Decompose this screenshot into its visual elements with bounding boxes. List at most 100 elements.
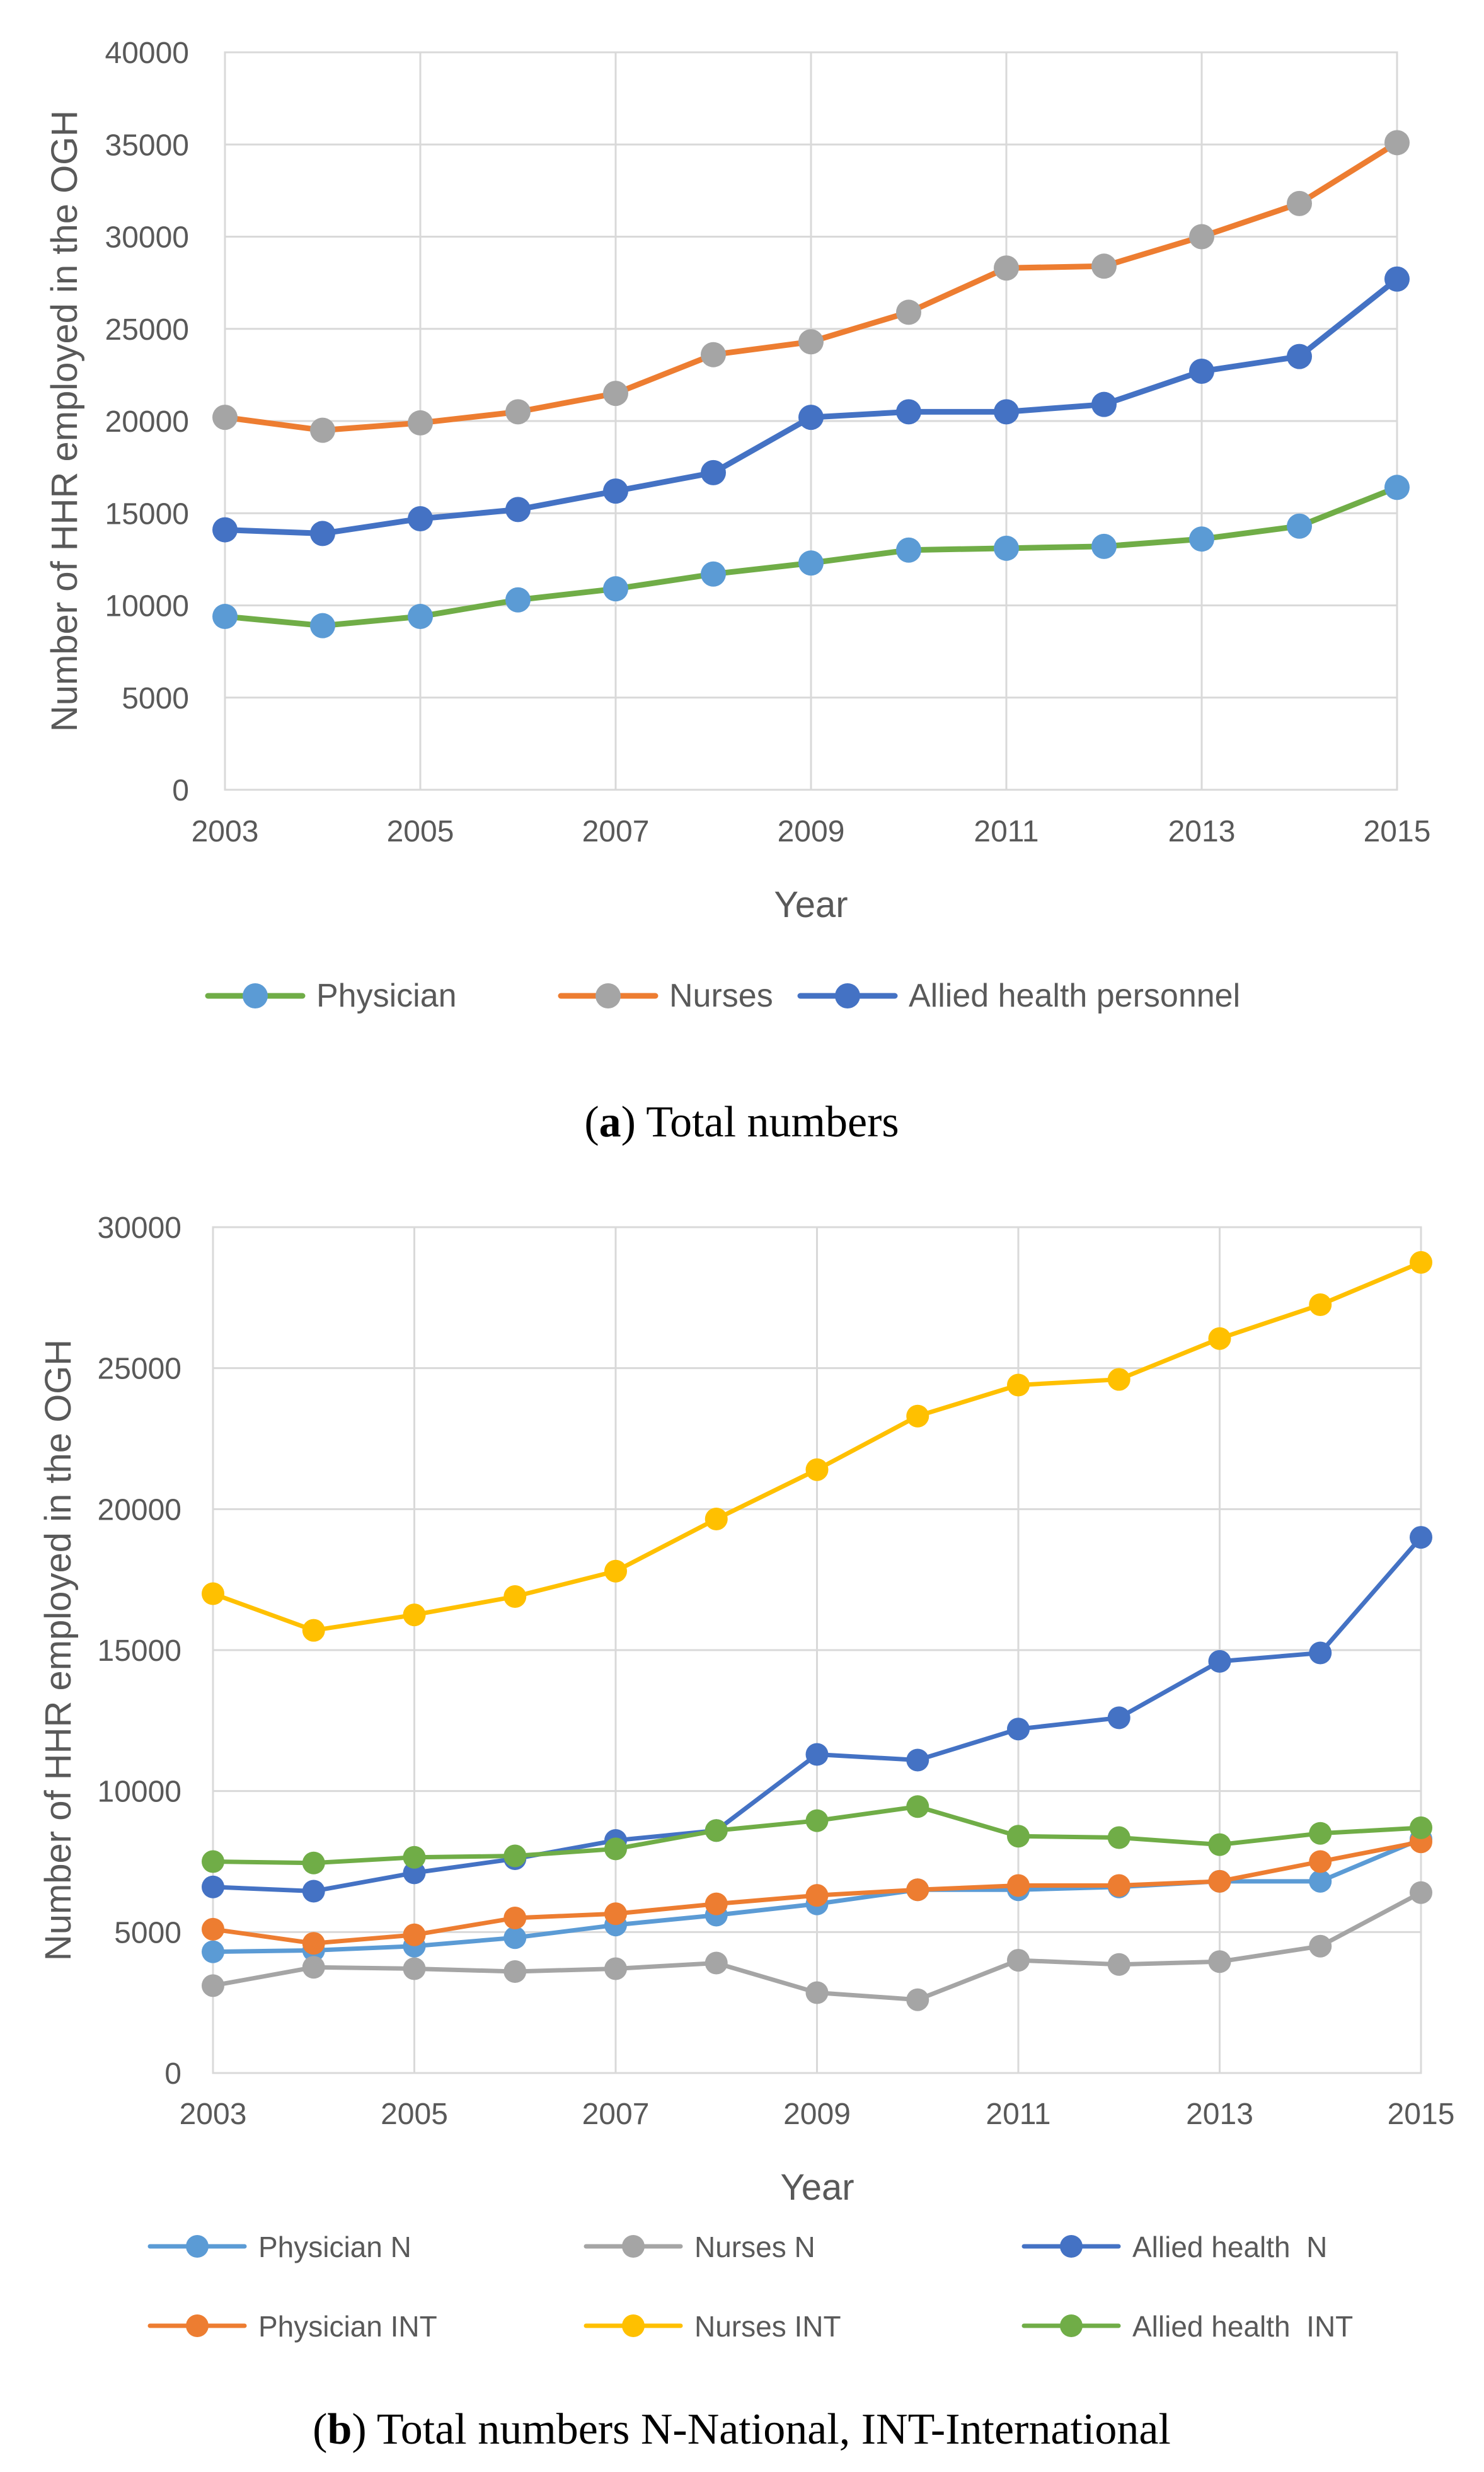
- data-point-nurses: [994, 255, 1019, 281]
- chart-b-y-tick-label: 10000: [98, 1776, 181, 1809]
- data-point-allied-health-personnel: [896, 399, 921, 425]
- chart-b-x-axis-title: Year: [780, 2167, 854, 2208]
- data-point-physician: [701, 561, 726, 587]
- data-point-allied-health-personnel: [212, 517, 238, 543]
- chart-a-y-axis-title: Number of HHR employed in the OGH: [44, 110, 85, 732]
- data-point-nurses: [603, 381, 628, 407]
- data-point-nurses-n: [805, 1981, 829, 2004]
- data-point-allied-health-int: [805, 1809, 829, 1832]
- data-point-nurses-int: [906, 1404, 929, 1428]
- data-point-allied-health-n: [1007, 1718, 1030, 1741]
- data-point-allied-health-int: [1107, 1826, 1130, 1849]
- chart-a-y-tick-label: 25000: [105, 313, 189, 347]
- data-point-nurses-n: [403, 1957, 426, 1980]
- legend-marker: [622, 2314, 645, 2337]
- chart-b-y-tick-label: 0: [164, 2057, 181, 2091]
- data-point-allied-health-n: [1309, 1641, 1332, 1665]
- legend-item-physician: Physician: [205, 978, 457, 1014]
- legend-marker: [1060, 2314, 1083, 2337]
- data-point-allied-health-int: [1208, 1833, 1231, 1856]
- data-point-nurses-int: [1107, 1368, 1130, 1391]
- data-point-physician: [798, 550, 824, 576]
- data-point-nurses-int: [1309, 1293, 1332, 1317]
- legend-item-physician-n: Physician N: [147, 2231, 411, 2263]
- chart-a-x-tick-label: 2009: [778, 815, 845, 848]
- legend-item-allied-health-n: Allied health N: [1021, 2231, 1327, 2263]
- data-point-nurses-int: [503, 1585, 527, 1609]
- chart-b-y-tick-label: 5000: [114, 1916, 181, 1949]
- chart-a-caption-open: (: [584, 1098, 599, 1146]
- chart-a-y-tick-label: 35000: [105, 129, 189, 162]
- data-point-nurses-n: [1309, 1934, 1332, 1958]
- data-point-allied-health-n: [1410, 1526, 1432, 1549]
- data-point-nurses: [212, 405, 238, 430]
- data-point-nurses-n: [1007, 1949, 1030, 1972]
- chart-a-x-tick-label: 2013: [1168, 815, 1236, 848]
- chart-a-y-tick-label: 10000: [105, 590, 189, 623]
- data-point-allied-health-n: [202, 1875, 224, 1898]
- data-point-nurses: [408, 410, 433, 436]
- chart-b-y-tick-label: 20000: [98, 1493, 181, 1527]
- legend-label: Nurses N: [694, 2231, 815, 2263]
- data-point-physician-int: [403, 1923, 426, 1946]
- chart-b-legend: Physician N Nurses N Allied health N Physic…: [147, 2231, 1353, 2343]
- chart-b-plot-border: [212, 1226, 1422, 2074]
- chart-b-caption-label: b: [327, 2405, 352, 2454]
- legend-item-allied-health-personnel: Allied health personnel: [797, 978, 1240, 1014]
- data-point-physician-int: [202, 1917, 224, 1941]
- chart-b-caption: (b) Total numbers N-National, INT-Intern…: [313, 2405, 1171, 2454]
- data-point-physician: [1091, 533, 1117, 559]
- legend-label: Allied health N: [1132, 2231, 1327, 2263]
- chart-b-y-tick-label: 30000: [98, 1211, 181, 1245]
- chart-a-y-tick-label: 15000: [105, 497, 189, 531]
- legend-marker: [622, 2235, 645, 2258]
- data-point-physician-int: [1309, 1850, 1332, 1873]
- chart-a-y-tick-label: 0: [172, 774, 189, 807]
- legend-item-physician-int: Physician INT: [147, 2310, 437, 2343]
- data-point-nurses: [701, 342, 726, 367]
- chart-b-x-tick-label: 2015: [1388, 2098, 1455, 2131]
- chart-b-y-tick-labels: 0 5000 10000 15000 20000 25000 30000: [98, 1211, 181, 2091]
- data-point-nurses-n: [302, 1956, 325, 1979]
- data-point-nurses: [1091, 253, 1117, 279]
- data-point-physician: [505, 587, 531, 613]
- data-point-allied-health-n: [302, 1880, 325, 1903]
- data-point-nurses: [1384, 130, 1410, 156]
- data-point-nurses-int: [1410, 1250, 1432, 1274]
- data-point-allied-health-int: [1007, 1825, 1030, 1848]
- legend-label: Physician INT: [258, 2310, 437, 2343]
- legend-label: Nurses INT: [694, 2310, 841, 2343]
- data-point-allied-health-personnel: [1384, 266, 1410, 292]
- data-point-allied-health-personnel: [505, 497, 531, 523]
- chart-a-caption-text: ) Total numbers: [621, 1098, 899, 1146]
- chart-b-y-tick-label: 15000: [98, 1634, 181, 1668]
- data-point-allied-health-n: [906, 1748, 929, 1772]
- data-point-nurses-n: [906, 1988, 929, 2011]
- data-point-physician-int: [1208, 1869, 1231, 1893]
- chart-a-x-axis-title: Year: [774, 884, 848, 925]
- data-point-physician: [896, 537, 921, 563]
- series-allied-health-n: [202, 1526, 1432, 1903]
- data-point-physician-int: [805, 1884, 829, 1907]
- data-point-physician: [603, 576, 628, 602]
- data-point-physician: [994, 535, 1019, 561]
- data-point-nurses: [1189, 224, 1214, 250]
- data-point-nurses: [310, 417, 335, 443]
- data-point-allied-health-int: [202, 1850, 224, 1873]
- chart-b-caption-text: ) Total numbers N-National, INT-Internat…: [352, 2405, 1170, 2454]
- data-point-nurses-n: [202, 1974, 224, 1997]
- data-point-physician: [310, 613, 335, 638]
- data-point-allied-health-int: [1410, 1816, 1432, 1839]
- legend-item-nurses: Nurses: [558, 978, 773, 1014]
- legend-item-nurses-int: Nurses INT: [584, 2310, 841, 2343]
- data-point-physician: [408, 604, 433, 630]
- data-point-allied-health-personnel: [701, 459, 726, 485]
- chart-a-x-tick-label: 2005: [387, 815, 454, 848]
- chart-a-series: [212, 130, 1410, 638]
- data-point-nurses-int: [604, 1559, 627, 1583]
- chart-b-x-tick-label: 2013: [1186, 2098, 1253, 2131]
- data-point-allied-health-n: [1107, 1706, 1130, 1730]
- series-nurses-n: [202, 1881, 1432, 2011]
- data-point-physician: [1384, 475, 1410, 500]
- data-point-allied-health-personnel: [1189, 359, 1214, 384]
